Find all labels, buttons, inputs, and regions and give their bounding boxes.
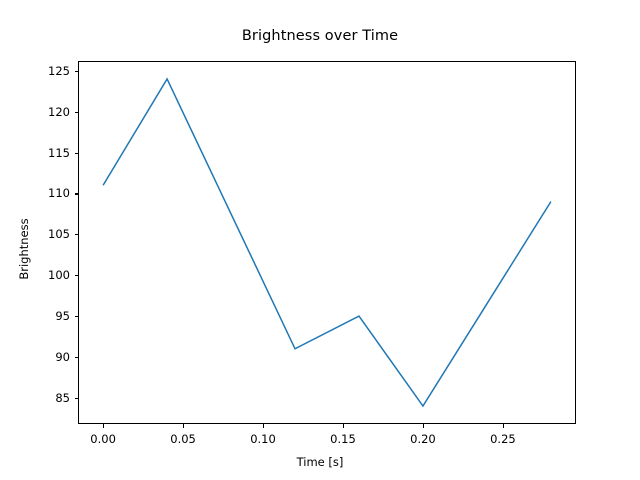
y-tick-label: 105: [48, 227, 70, 242]
page-title: Brightness over Time: [241, 28, 399, 44]
y-tick-label: 125: [48, 63, 70, 78]
y-tick-mark: [74, 275, 78, 277]
x-tick-label: 0.25: [490, 432, 516, 446]
x-tick-label: 0.10: [250, 432, 276, 446]
x-tick-mark: [422, 424, 425, 428]
y-tick-label: 100: [48, 268, 70, 283]
x-tick-mark: [502, 424, 504, 428]
y-tick-label: 110: [48, 186, 70, 201]
x-axis-label: Time [s]: [296, 455, 344, 469]
y-tick-label: 85: [55, 390, 70, 405]
x-tick-label: 0.00: [90, 432, 116, 446]
x-tick-mark: [103, 424, 105, 428]
x-tick-label: 0.05: [170, 432, 196, 446]
x-tick-mark: [183, 424, 185, 428]
y-tick-label: 115: [48, 145, 70, 160]
line-chart-plot: [102, 77, 552, 408]
y-tick-mark: [74, 397, 78, 399]
y-tick-mark: [74, 111, 78, 113]
y-tick-label: 90: [55, 349, 70, 364]
y-tick-mark: [74, 193, 78, 195]
y-tick-mark: [74, 152, 78, 154]
y-tick-label: 95: [55, 309, 70, 324]
x-tick-label: 0.15: [330, 432, 356, 446]
series-line-brightness: [102, 77, 552, 408]
y-tick-mark: [74, 316, 78, 318]
y-tick-mark: [74, 234, 78, 236]
y-axis-label: Brightness: [17, 218, 31, 280]
x-tick-label: 0.20: [410, 432, 436, 446]
x-tick-mark: [263, 424, 265, 428]
y-tick-label: 120: [48, 104, 70, 119]
y-tick-mark: [74, 356, 78, 359]
y-tick-mark: [74, 70, 78, 72]
x-tick-mark: [342, 424, 345, 428]
plot-axes-frame: [78, 61, 576, 424]
